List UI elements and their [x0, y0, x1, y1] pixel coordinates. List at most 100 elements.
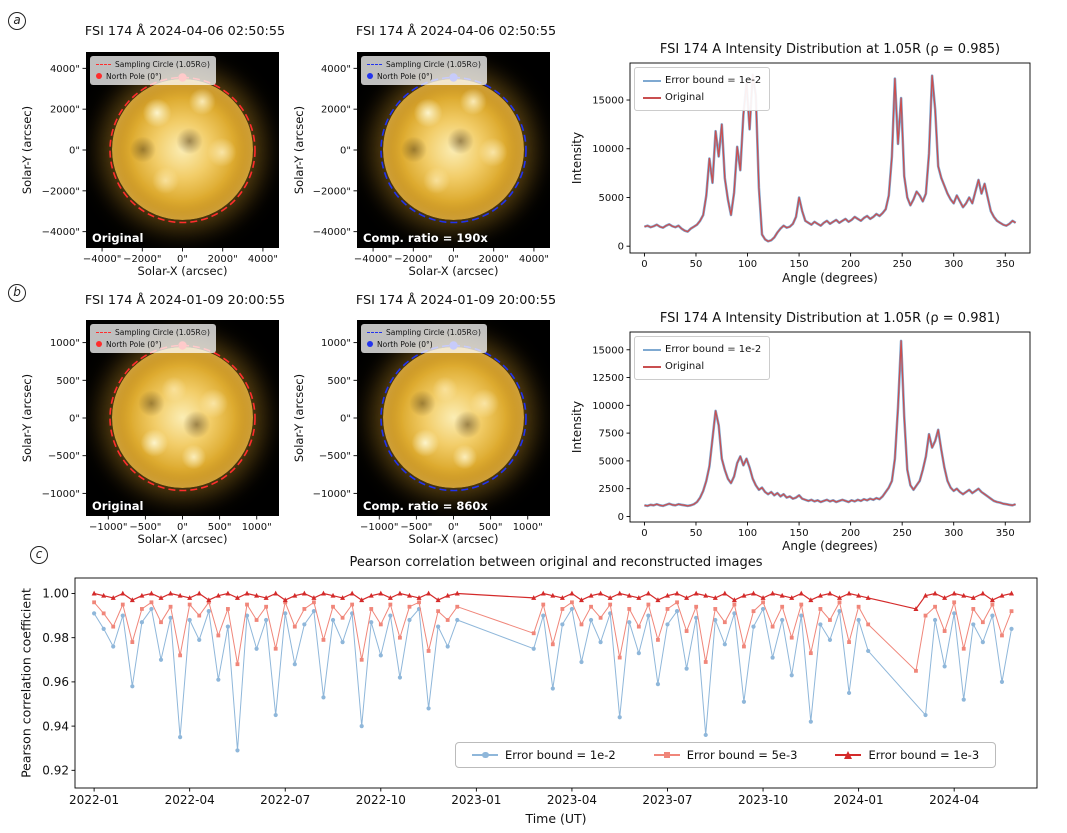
- data-point: [445, 592, 451, 598]
- data-point: [244, 613, 250, 618]
- y-tick-label: 0": [340, 146, 351, 157]
- data-point: [961, 697, 966, 702]
- data-point: [627, 607, 632, 611]
- data-point: [579, 622, 584, 627]
- data-point: [101, 626, 106, 631]
- data-point: [550, 642, 555, 647]
- data-point: [550, 592, 556, 598]
- data-point: [578, 597, 584, 603]
- circle-marker-icon: [482, 751, 489, 758]
- data-point: [283, 600, 288, 605]
- data-point: [674, 590, 680, 596]
- data-point: [645, 590, 651, 596]
- chart-b-legend: Error bound = 1e-2 Original: [634, 336, 771, 380]
- y-tick-label: 1000": [321, 338, 351, 349]
- data-point: [92, 600, 97, 605]
- data-point: [426, 649, 431, 653]
- panel-a-image1-overlay: −4000" −2000" 0" 2000" 4000"−4000"−2000"0"20…: [42, 64, 278, 265]
- data-point: [1009, 626, 1014, 631]
- data-point: [445, 618, 450, 622]
- x-tick-label: 350: [996, 259, 1015, 270]
- data-point: [770, 624, 775, 629]
- data-point: [139, 620, 144, 625]
- data-point: [732, 611, 737, 616]
- data-point: [282, 597, 288, 603]
- data-point: [436, 624, 441, 629]
- data-point: [607, 595, 613, 600]
- data-point: [636, 595, 642, 600]
- data-point: [933, 604, 937, 609]
- x-tick-label: 2000": [479, 254, 509, 265]
- x-tick-label: 0": [177, 522, 188, 533]
- data-point: [952, 611, 957, 616]
- data-point: [120, 590, 126, 596]
- data-point: [1009, 590, 1015, 596]
- y-tick-label: 4000": [50, 64, 80, 75]
- x-tick-label: 200: [841, 528, 860, 539]
- legend-label: Sampling Circle (1.05R⊙): [115, 60, 210, 69]
- x-tick-label: 0: [641, 528, 647, 539]
- legend-label: Original: [665, 361, 705, 372]
- data-point: [216, 633, 221, 638]
- data-point: [540, 590, 546, 596]
- legend-label: Sampling Circle (1.05R⊙): [386, 60, 481, 69]
- data-point: [445, 644, 450, 649]
- data-point: [426, 590, 432, 596]
- y-tick-label: 15000: [592, 96, 624, 107]
- panel-b-image1-tag: Original: [92, 499, 144, 513]
- series-swatch: [653, 751, 680, 760]
- data-point: [675, 600, 679, 605]
- y-tick-label: 12500: [592, 373, 624, 384]
- legend-label: Error bound = 5e-3: [686, 748, 798, 762]
- data-point: [110, 595, 116, 600]
- data-point: [378, 590, 384, 596]
- sun-disk: [112, 347, 253, 488]
- sampling-circle: [109, 344, 256, 492]
- data-point: [837, 600, 842, 605]
- legend-label: Error bound = 1e-2: [505, 748, 616, 762]
- series-line: [644, 74, 1016, 242]
- data-point: [531, 595, 537, 600]
- chart-a-legend: Error bound = 1e-2 Original: [634, 67, 771, 111]
- data-point: [608, 602, 613, 607]
- panel-a-image1-legend: Sampling Circle (1.05R⊙) North Pole (0°): [90, 56, 216, 86]
- x-tick-label: 2000": [208, 254, 238, 265]
- data-point: [569, 590, 575, 596]
- data-point: [369, 607, 374, 611]
- sampling-circle-swatch: [96, 332, 111, 334]
- data-point: [856, 604, 861, 609]
- panel-c-letter: c: [30, 546, 48, 564]
- x-tick-label: 350: [996, 528, 1015, 539]
- data-point: [999, 592, 1005, 598]
- data-point: [273, 646, 278, 651]
- plot-frame: [629, 331, 1031, 523]
- sun-disk: [112, 79, 253, 220]
- data-point: [454, 590, 460, 596]
- data-point: [111, 624, 116, 629]
- data-point: [177, 592, 183, 598]
- data-point: [694, 615, 699, 620]
- data-point: [206, 597, 212, 603]
- panel-a-image2-xlabel: Solar-X (arcsec): [408, 264, 499, 278]
- data-point: [225, 590, 231, 596]
- x-tick-label: 4000": [248, 254, 278, 265]
- data-point: [1000, 633, 1004, 638]
- data-point: [206, 609, 211, 614]
- data-point: [617, 590, 623, 596]
- data-point: [92, 611, 97, 616]
- data-point: [646, 613, 651, 618]
- data-point: [168, 604, 173, 609]
- data-point: [722, 620, 727, 625]
- sampling-circle-swatch: [367, 332, 382, 334]
- data-point: [846, 690, 852, 696]
- data-point: [426, 706, 431, 711]
- sun-disk: [383, 347, 524, 488]
- y-tick-label: 7500: [599, 429, 624, 440]
- panel-a-image1-xlabel: Solar-X (arcsec): [137, 264, 228, 278]
- data-point: [750, 590, 756, 596]
- sampling-circle-swatch: [96, 64, 111, 66]
- y-tick-label: 500": [327, 376, 351, 387]
- panel-b-image1-legend: Sampling Circle (1.05R⊙) North Pole (0°): [90, 324, 216, 354]
- data-point: [196, 590, 202, 596]
- data-point: [359, 597, 365, 603]
